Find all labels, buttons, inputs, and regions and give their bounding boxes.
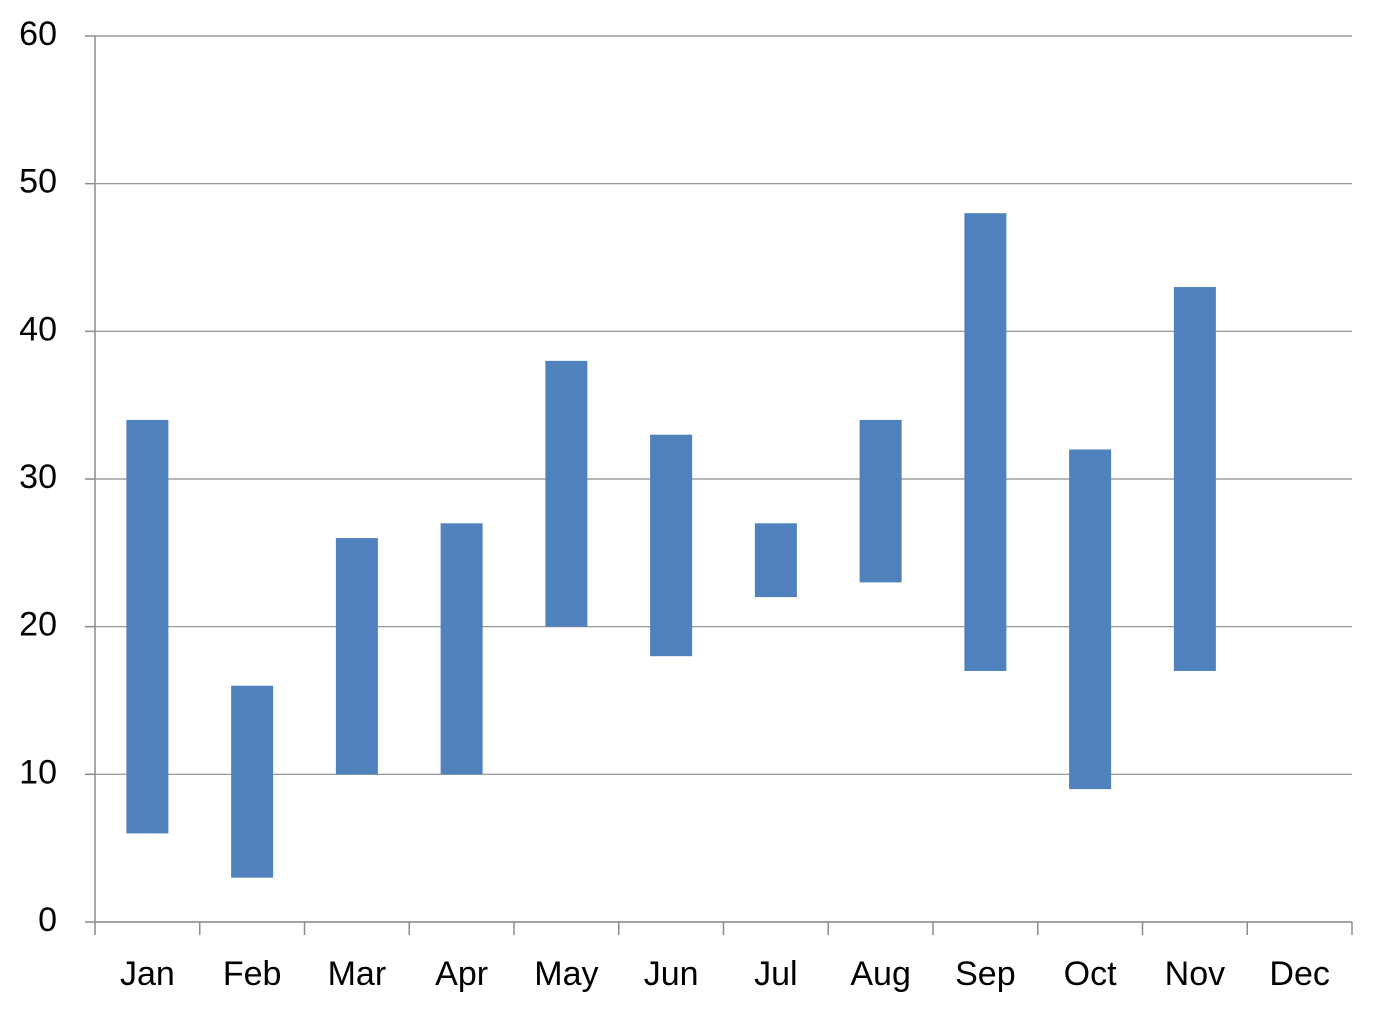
bar <box>440 523 483 775</box>
x-tick-label: Dec <box>1269 955 1329 993</box>
bar <box>126 419 169 834</box>
y-tick-label: 50 <box>19 163 57 201</box>
x-tick-label: Jan <box>120 955 175 993</box>
y-tick-label: 0 <box>38 901 57 939</box>
y-tick-label: 30 <box>19 458 57 496</box>
x-tick-label: Jun <box>644 955 699 993</box>
x-tick-label: Sep <box>955 955 1016 993</box>
y-tick-label: 20 <box>19 606 57 644</box>
bar <box>231 685 274 878</box>
bar <box>1069 449 1112 790</box>
y-tick-label: 40 <box>19 310 57 348</box>
x-tick-label: Mar <box>328 955 387 993</box>
x-tick-label: Oct <box>1064 955 1117 993</box>
bar <box>964 213 1007 671</box>
bar <box>859 419 902 583</box>
x-tick-label: Aug <box>850 955 911 993</box>
bar <box>650 434 693 657</box>
x-tick-label: Apr <box>435 955 488 993</box>
bar <box>545 360 588 627</box>
bar <box>754 523 797 598</box>
y-tick-label: 10 <box>19 753 57 791</box>
x-tick-label: May <box>534 955 598 993</box>
bar <box>335 538 378 775</box>
x-tick-label: Nov <box>1165 955 1225 993</box>
y-tick-label: 60 <box>19 15 57 53</box>
x-tick-label: Jul <box>754 955 797 993</box>
bar <box>1173 287 1216 671</box>
x-tick-label: Feb <box>223 955 282 993</box>
